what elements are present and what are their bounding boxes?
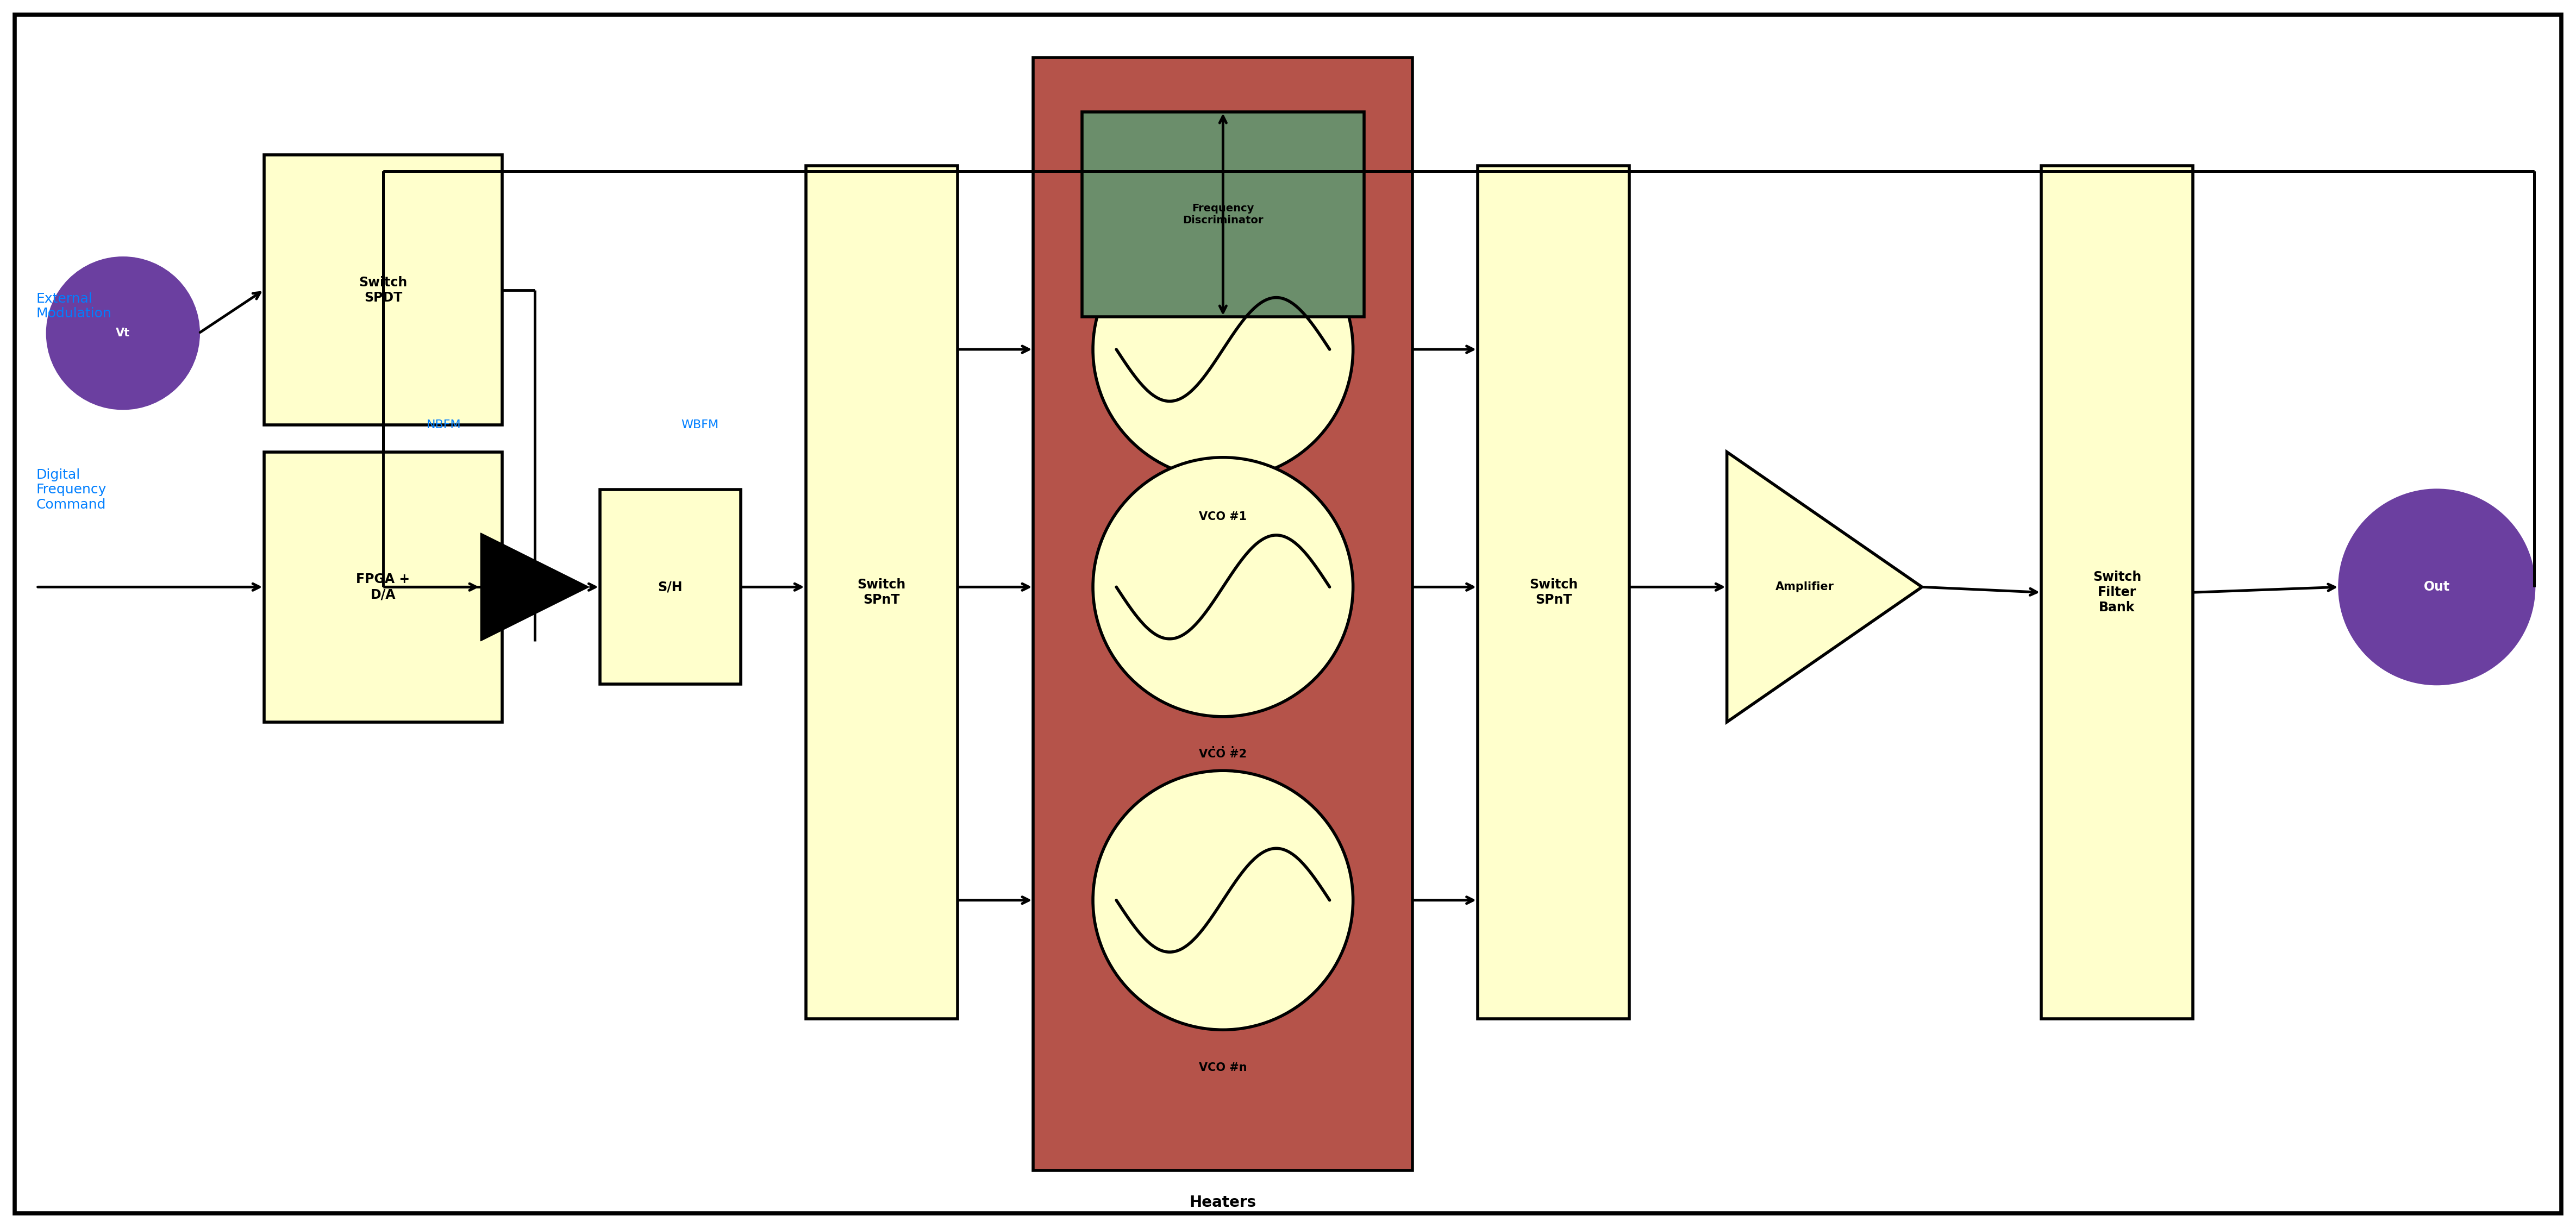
Text: Switch
SPnT: Switch SPnT [1530,578,1577,607]
FancyBboxPatch shape [15,15,2561,1213]
Text: Frequency
Discriminator: Frequency Discriminator [1182,204,1262,226]
Text: . . .: . . . [1211,736,1234,752]
Circle shape [46,258,198,409]
FancyBboxPatch shape [600,490,742,684]
Text: WBFM: WBFM [680,420,719,431]
Text: Digital
Frequency
Command: Digital Frequency Command [36,468,106,511]
Text: Amplifier: Amplifier [1775,582,1834,592]
Text: Out: Out [2424,581,2450,593]
Circle shape [2339,490,2535,684]
Text: NBFM: NBFM [428,420,461,431]
FancyBboxPatch shape [263,155,502,425]
Polygon shape [482,533,590,641]
Text: FPGA +
D/A: FPGA + D/A [355,573,410,600]
FancyBboxPatch shape [1479,166,1631,1019]
Polygon shape [1726,452,1922,722]
Text: Vt: Vt [116,328,129,339]
Circle shape [1092,457,1352,717]
Text: Heaters: Heaters [1190,1195,1257,1211]
Text: VCO #2: VCO #2 [1198,749,1247,760]
Text: VCO #n: VCO #n [1198,1062,1247,1073]
Text: Switch
Filter
Bank: Switch Filter Bank [2092,571,2141,614]
FancyBboxPatch shape [1033,58,1412,1170]
FancyBboxPatch shape [1082,112,1363,317]
Text: Switch
SPnT: Switch SPnT [858,578,907,607]
Circle shape [1092,771,1352,1030]
Text: External
Modulation: External Modulation [36,292,111,321]
FancyBboxPatch shape [2040,166,2192,1019]
Circle shape [1092,220,1352,479]
FancyBboxPatch shape [806,166,958,1019]
Text: Switch
SPDT: Switch SPDT [358,276,407,305]
FancyBboxPatch shape [263,452,502,722]
Text: VCO #1: VCO #1 [1198,511,1247,522]
Text: S/H: S/H [657,581,683,593]
